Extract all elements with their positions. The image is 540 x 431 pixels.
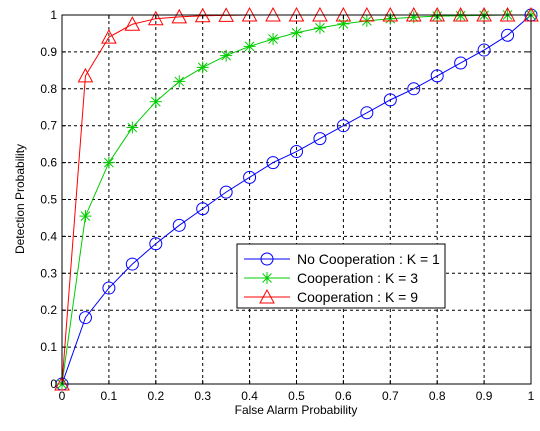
legend: No Cooperation : K = 1 Cooperation : K = …: [236, 243, 446, 309]
data-point: [126, 121, 139, 134]
x-tick-label: 1: [528, 389, 535, 403]
x-tick-label: 0.1: [101, 389, 118, 403]
x-tick-label: 0.5: [288, 389, 305, 403]
x-tick-label: 0.6: [335, 389, 352, 403]
x-tick-label: 0.8: [429, 389, 446, 403]
data-point: [290, 26, 303, 39]
y-tick-label: 0.6: [40, 156, 57, 170]
legend-marker: [261, 272, 273, 284]
legend-marker: [259, 288, 275, 304]
star-stroke: [104, 157, 114, 168]
data-point: [407, 82, 421, 96]
x-tick-label: 0.2: [147, 389, 164, 403]
data-point: [220, 49, 233, 62]
legend-label: Cooperation : K = 3: [297, 270, 418, 286]
data-point: [196, 61, 209, 74]
data-point: [171, 8, 188, 24]
data-point: [337, 17, 350, 30]
y-tick-label: 1: [50, 8, 57, 22]
data-point: [290, 145, 303, 159]
data-point: [149, 95, 162, 108]
data-point: [383, 93, 397, 107]
data-point: [266, 156, 280, 170]
data-point: [149, 237, 163, 251]
data-point: [79, 210, 92, 223]
star-stroke: [174, 76, 185, 87]
data-point: [78, 311, 92, 325]
data-point: [125, 257, 139, 271]
data-point: [454, 56, 468, 70]
series-line: [61, 14, 532, 385]
data-point: [360, 106, 374, 120]
data-point: [77, 67, 94, 83]
legend-items: No Cooperation : K = 1 Cooperation : K = …: [244, 251, 440, 305]
data-point: [313, 132, 327, 146]
star-stroke: [221, 50, 232, 61]
legend-item-1: No Cooperation : K = 1: [244, 251, 440, 267]
y-tick-label: 0.1: [40, 340, 57, 354]
star-stroke: [127, 122, 138, 133]
data-point: [124, 16, 141, 31]
star-stroke: [150, 96, 161, 107]
star-stroke: [268, 34, 278, 44]
legend-item-2: Cooperation : K = 3: [244, 270, 418, 286]
y-tick-label: 0.8: [40, 82, 57, 96]
legend-label: No Cooperation : K = 1: [297, 251, 440, 267]
data-point: [313, 21, 326, 34]
legend-label: Cooperation : K = 9: [297, 289, 418, 305]
data-point: [243, 170, 257, 184]
data-point: [101, 29, 117, 44]
data-point: [147, 10, 164, 26]
data-point: [336, 119, 350, 133]
y-axis-label: Detection Probability: [13, 144, 27, 254]
data-point: [243, 40, 256, 53]
x-tick-label: 0: [59, 389, 66, 403]
x-tick-label: 0.3: [194, 389, 211, 403]
star-stroke: [197, 62, 208, 73]
star-stroke: [262, 273, 272, 283]
grid: [62, 15, 531, 384]
data-point: [219, 185, 233, 199]
data-point: [102, 156, 115, 169]
x-tick-label: 0.9: [476, 389, 493, 403]
data-point: [430, 69, 444, 83]
series-1: [55, 8, 538, 391]
legend-item-3: Cooperation : K = 9: [244, 288, 418, 305]
y-tick-label: 0.3: [40, 266, 57, 280]
x-tick-label: 0.4: [241, 389, 258, 403]
data-point: [267, 32, 280, 45]
legend-marker: [260, 252, 274, 266]
star-stroke: [291, 27, 302, 38]
ticks: 0 0.1 0.2 0.3 0.4 0.5 0.6 0.7 0.8 0.9 1 0 0.1 0.2 0.3 0…: [40, 8, 534, 403]
data-point: [173, 75, 186, 88]
y-tick-label: 0.7: [40, 119, 57, 133]
y-tick-label: 0.9: [40, 45, 57, 59]
x-axis-label: False Alarm Probability: [235, 403, 358, 417]
y-tick-label: 0.5: [40, 193, 57, 207]
x-tick-label: 0.7: [382, 389, 399, 403]
star-stroke: [244, 41, 255, 52]
y-tick-label: 0: [50, 377, 57, 391]
y-tick-label: 0.4: [40, 229, 57, 243]
data-point: [196, 202, 210, 216]
data-point: [172, 218, 186, 232]
data-point: [477, 43, 491, 57]
y-tick-label: 0.2: [40, 303, 57, 317]
star-stroke: [80, 211, 91, 221]
data-point: [102, 281, 116, 295]
data-point: [501, 28, 515, 42]
star-stroke: [315, 23, 325, 33]
